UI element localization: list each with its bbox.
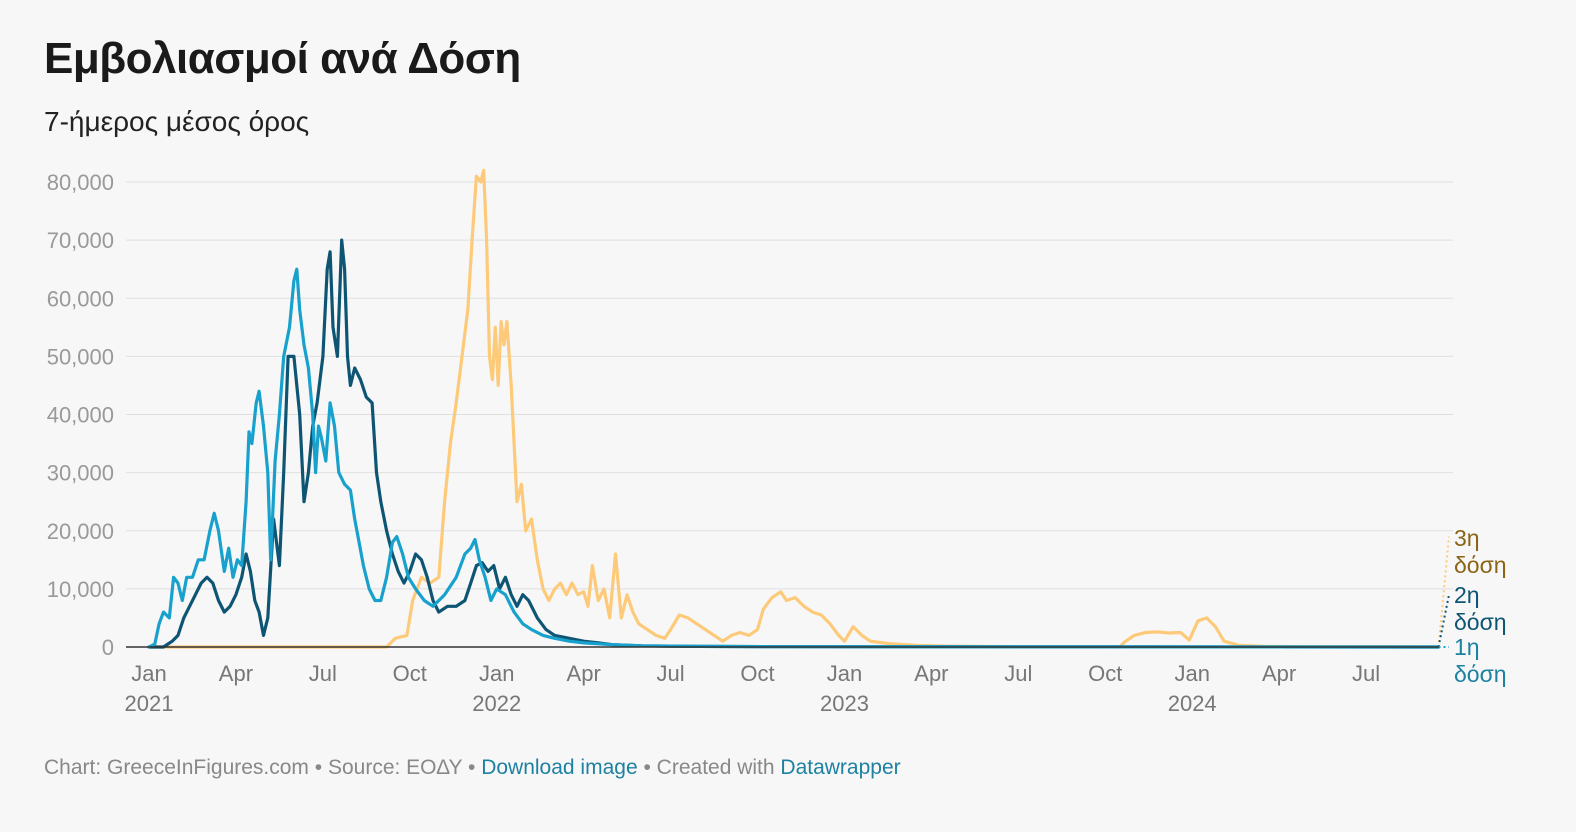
y-tick-label: 80,000 [47,170,114,195]
x-tick-label: Jul [1004,661,1032,686]
x-tick-label: Jan [1174,661,1209,686]
x-tick-label: Oct [393,661,427,686]
x-tick-label: Apr [914,661,948,686]
footer-separator: • [308,756,328,779]
x-tick-label: Jan [479,661,514,686]
series-label: δόση [1454,661,1507,687]
chart-footer: Chart: GreeceInFigures.com • Source: ΕΟΔ… [44,756,901,780]
datawrapper-link[interactable]: Datawrapper [780,756,901,779]
y-tick-label: 40,000 [47,403,114,428]
chart-svg: 0 10,000 20,000 30,000 40,000 50,000 60,000 70,… [47,168,1507,716]
y-tick-label: 20,000 [47,519,114,544]
x-tick-label: Apr [567,661,601,686]
chart-title: Εμβολιασμοί ανά Δόση [44,34,521,83]
x-tick-label: Apr [1262,661,1296,686]
series-label: 3η [1454,525,1480,551]
download-image-link[interactable]: Download image [481,756,638,779]
created-with-text: Created with [656,756,781,779]
series-label: 1η [1454,634,1480,660]
y-tick-label: 60,000 [47,286,114,311]
x-tick-year-label: 2023 [820,691,869,716]
chart-source: Source: ΕΟΔΥ [327,756,463,779]
y-tick-label: 50,000 [47,344,114,369]
x-tick-label: Jul [657,661,685,686]
x-axis-ticks: Jan 2021 Apr Jul Oct Jan 2022 Apr Jul Oct Jan 2023 A… [125,661,1381,716]
y-tick-label: 70,000 [47,228,114,253]
x-tick-label: Apr [219,661,253,686]
series-connector [1437,536,1450,648]
footer-separator: • [637,756,657,779]
y-axis-ticks: 0 10,000 20,000 30,000 40,000 50,000 60,000 70,… [47,170,114,660]
y-tick-label: 30,000 [47,461,114,486]
grid-layer [126,181,1453,590]
x-tick-label: Jul [309,661,337,686]
x-tick-year-label: 2024 [1168,691,1217,716]
series-line [147,238,1441,649]
y-tick-label: 10,000 [47,577,114,602]
series-line [147,267,1441,649]
series-label: δόση [1454,609,1507,635]
chart-subtitle: 7-ήμερος μέσος όρος [44,106,310,137]
x-tick-year-label: 2021 [125,691,174,716]
x-tick-label: Oct [1088,661,1122,686]
footer-separator: • [462,756,482,779]
x-tick-label: Jan [131,661,166,686]
series-connector [1437,594,1450,648]
x-tick-label: Jan [827,661,862,686]
series-layer [147,168,1450,649]
x-tick-year-label: 2022 [472,691,521,716]
x-tick-label: Oct [740,661,774,686]
x-tick-label: Jul [1352,661,1380,686]
series-label: 2η [1454,582,1480,608]
chart-credit: Chart: GreeceInFigures.com [44,756,309,779]
y-tick-label: 0 [102,635,114,660]
series-label: δόση [1454,552,1507,578]
